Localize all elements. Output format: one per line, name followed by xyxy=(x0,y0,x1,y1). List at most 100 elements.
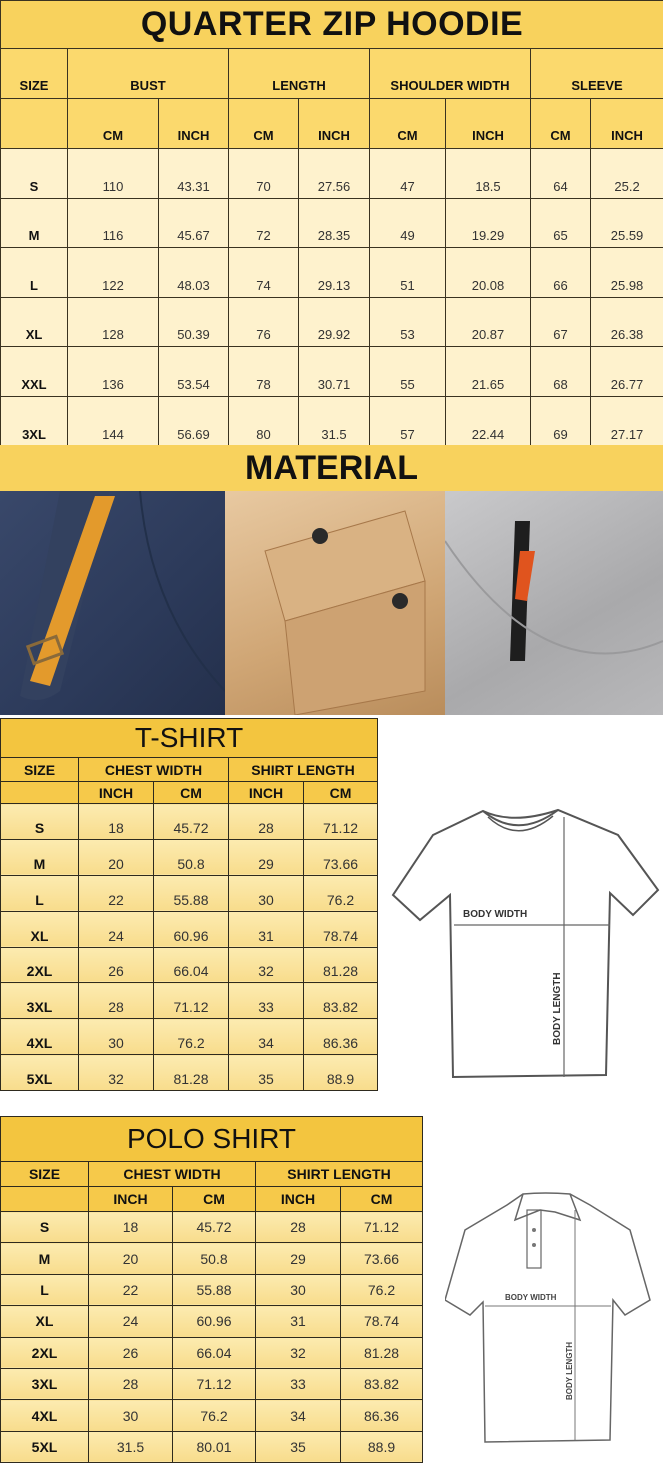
value-cell: 76.2 xyxy=(302,874,379,912)
value-cell: 80 xyxy=(228,395,299,447)
value-cell: 19.29 xyxy=(445,197,531,249)
value-cell: 26 xyxy=(88,1336,173,1369)
unit-header-row: INCH CM INCH CM xyxy=(0,1186,424,1212)
value-cell: 25.2 xyxy=(589,148,663,199)
table-row: XL 128 50.39 76 29.92 53 20.87 67 26.38 xyxy=(0,296,663,348)
value-cell: 20.08 xyxy=(445,247,531,298)
value-cell: 29.13 xyxy=(298,247,370,298)
group-header: SHIRT LENGTH xyxy=(254,1161,424,1187)
size-cell: M xyxy=(0,1242,89,1275)
value-cell: 76 xyxy=(228,296,299,348)
value-cell: 53 xyxy=(369,296,446,348)
unit-header: INCH xyxy=(228,781,304,804)
value-cell: 24 xyxy=(88,1305,173,1338)
value-cell: 76.2 xyxy=(172,1399,256,1432)
size-cell: L xyxy=(0,247,68,298)
table-row: M 20 50.8 29 73.66 xyxy=(0,1242,424,1275)
value-cell: 74 xyxy=(228,247,299,298)
value-cell: 49 xyxy=(369,197,446,249)
group-header: SHIRT LENGTH xyxy=(227,757,379,782)
unit-header: CM xyxy=(228,98,299,149)
size-cell: S xyxy=(0,1210,89,1244)
table-title: POLO SHIRT xyxy=(0,1116,424,1162)
value-cell: 47 xyxy=(369,148,446,199)
unit-header: CM xyxy=(530,98,591,149)
table-row: XL 24 60.96 31 78.74 xyxy=(0,910,379,948)
value-cell: 43.31 xyxy=(158,148,229,199)
value-cell: 60.96 xyxy=(153,910,229,948)
tshirt-diagram: BODY WIDTH BODY LENGTH xyxy=(391,808,660,1079)
table-row: XL 24 60.96 31 78.74 xyxy=(0,1305,424,1338)
value-cell: 144 xyxy=(67,395,159,447)
value-cell: 28 xyxy=(228,803,304,840)
value-cell: 45.72 xyxy=(172,1210,256,1244)
group-header: SHOULDER WIDTH xyxy=(369,48,531,99)
size-cell: XL xyxy=(0,296,68,348)
size-header: SIZE xyxy=(0,1161,89,1187)
table-row: 3XL 28 71.12 33 83.82 xyxy=(0,1367,424,1401)
size-cell: XL xyxy=(0,1305,89,1338)
value-cell: 73.66 xyxy=(302,838,379,876)
value-cell: 70 xyxy=(228,148,299,199)
value-cell: 66.04 xyxy=(172,1336,256,1369)
size-cell: M xyxy=(0,838,79,876)
size-cell: XL xyxy=(0,910,79,948)
value-cell: 55 xyxy=(369,346,446,397)
size-cell: S xyxy=(0,148,68,199)
unit-header-row: CM INCH CM INCH CM INCH CM INCH xyxy=(0,98,663,149)
value-cell: 55.88 xyxy=(153,874,229,912)
value-cell: 71.12 xyxy=(339,1210,424,1244)
unit-header: INCH xyxy=(88,1186,173,1212)
value-cell: 28 xyxy=(88,1367,173,1401)
size-header: SIZE xyxy=(0,757,79,782)
value-cell: 71.12 xyxy=(302,803,379,840)
size-cell: 4XL xyxy=(0,1018,79,1056)
unit-header: CM xyxy=(302,781,379,804)
value-cell: 66 xyxy=(530,247,591,298)
empty-cell xyxy=(0,1186,89,1212)
table-row: 5XL 32 81.28 35 88.9 xyxy=(0,1054,379,1092)
value-cell: 48.03 xyxy=(158,247,229,298)
value-cell: 18 xyxy=(88,1210,173,1244)
value-cell: 30 xyxy=(88,1399,173,1432)
table-row: 2XL 26 66.04 32 81.28 xyxy=(0,946,379,984)
value-cell: 78.74 xyxy=(302,910,379,948)
value-cell: 80.01 xyxy=(172,1430,256,1464)
table-row: 5XL 31.5 80.01 35 88.9 xyxy=(0,1430,424,1464)
group-header: LENGTH xyxy=(228,48,370,99)
table-row: 3XL 144 56.69 80 31.5 57 22.44 69 27.17 xyxy=(0,395,663,447)
value-cell: 20.87 xyxy=(445,296,531,348)
value-cell: 22 xyxy=(88,1273,173,1307)
value-cell: 50.39 xyxy=(158,296,229,348)
value-cell: 25.98 xyxy=(589,247,663,298)
value-cell: 26 xyxy=(78,946,154,984)
unit-header-row: INCH CM INCH CM xyxy=(0,781,379,804)
table-row: M 116 45.67 72 28.35 49 19.29 65 25.59 xyxy=(0,197,663,249)
value-cell: 33 xyxy=(228,982,304,1020)
value-cell: 27.56 xyxy=(298,148,370,199)
value-cell: 73.66 xyxy=(339,1242,424,1275)
grey-fabric-photo xyxy=(445,491,663,715)
value-cell: 21.65 xyxy=(445,346,531,397)
unit-header: INCH xyxy=(158,98,229,149)
value-cell: 56.69 xyxy=(158,395,229,447)
value-cell: 50.8 xyxy=(153,838,229,876)
value-cell: 45.67 xyxy=(158,197,229,249)
polo-size-table: POLO SHIRT SIZE CHEST WIDTH SHIRT LENGTH INC… xyxy=(0,1116,424,1464)
empty-cell xyxy=(0,98,68,149)
value-cell: 55.88 xyxy=(172,1273,256,1307)
table-row: S 18 45.72 28 71.12 xyxy=(0,803,379,840)
value-cell: 30 xyxy=(228,874,304,912)
value-cell: 27.17 xyxy=(589,395,663,447)
value-cell: 22.44 xyxy=(445,395,531,447)
value-cell: 18.5 xyxy=(445,148,531,199)
value-cell: 26.38 xyxy=(589,296,663,348)
size-cell: 5XL xyxy=(0,1430,89,1464)
size-cell: 4XL xyxy=(0,1399,89,1432)
table-row: 4XL 30 76.2 34 86.36 xyxy=(0,1018,379,1056)
value-cell: 88.9 xyxy=(339,1430,424,1464)
table-row: XXL 136 53.54 78 30.71 55 21.65 68 26.77 xyxy=(0,346,663,397)
unit-header: INCH xyxy=(78,781,154,804)
size-header: SIZE xyxy=(0,48,68,99)
polo-diagram: BODY WIDTH BODY LENGTH xyxy=(445,1192,651,1443)
